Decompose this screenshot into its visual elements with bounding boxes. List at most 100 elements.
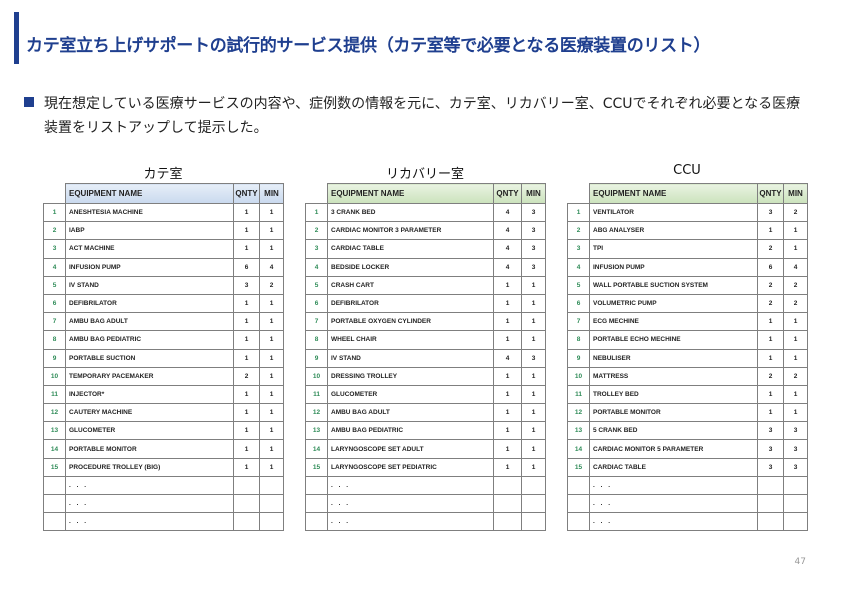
equipment-name: CRASH CART	[327, 275, 494, 295]
empty-cell	[43, 475, 66, 496]
table-row: 5 CRASH CART 1 1	[305, 275, 546, 295]
quantity-value: 1	[757, 384, 784, 405]
quantity-value: 2	[757, 239, 784, 259]
minimum-value: 2	[783, 202, 808, 223]
table-row-placeholder: . . .	[567, 512, 808, 532]
empty-cell	[521, 475, 546, 496]
table-row: 14 CARDIAC MONITOR 5 PARAMETER 3 3	[567, 439, 808, 459]
table-row: 9 PORTABLE SUCTION 1 1	[43, 348, 284, 368]
empty-cell	[305, 512, 328, 532]
minimum-value: 4	[783, 257, 808, 277]
minimum-value: 1	[259, 384, 284, 405]
equipment-name: INJECTOR*	[65, 384, 234, 405]
table-row-placeholder: . . .	[567, 493, 808, 514]
header-number-cell	[43, 183, 66, 204]
quantity-value: 4	[493, 348, 522, 368]
quantity-value: 3	[233, 275, 260, 295]
quantity-value: 6	[233, 257, 260, 277]
minimum-value: 1	[521, 275, 546, 295]
page-number: 47	[794, 557, 806, 567]
table-row: 3 CARDIAC TABLE 4 3	[305, 239, 546, 259]
row-number: 11	[43, 384, 66, 405]
empty-cell	[757, 512, 784, 532]
empty-cell	[567, 512, 590, 532]
table-row: 7 AMBU BAG ADULT 1 1	[43, 312, 284, 332]
ellipsis-cell: . . .	[65, 475, 234, 496]
table-row-placeholder: . . .	[43, 493, 284, 514]
table-row: 11 INJECTOR* 1 1	[43, 384, 284, 405]
equipment-name: LARYNGOSCOPE SET ADULT	[327, 439, 494, 459]
minimum-value: 3	[783, 439, 808, 459]
minimum-value: 1	[259, 457, 284, 477]
equipment-name: PORTABLE MONITOR	[65, 439, 234, 459]
empty-cell	[259, 475, 284, 496]
table-row: 6 DEFIBRILATOR 1 1	[305, 293, 546, 314]
table-title-ccu: CCU	[673, 163, 701, 178]
quantity-value: 2	[757, 366, 784, 386]
table-title-recovery-room: リカバリー室	[385, 167, 464, 182]
table-row: 4 BEDSIDE LOCKER 4 3	[305, 257, 546, 277]
row-number: 14	[305, 439, 328, 459]
row-number: 2	[567, 221, 590, 241]
row-number: 15	[305, 457, 328, 477]
equipment-name: CARDIAC TABLE	[327, 239, 494, 259]
minimum-value: 1	[259, 366, 284, 386]
quantity-value: 1	[233, 239, 260, 259]
equipment-name: TROLLEY BED	[589, 384, 758, 405]
empty-cell	[567, 493, 590, 514]
row-number: 1	[43, 202, 66, 223]
quantity-value: 1	[493, 384, 522, 405]
table-row: 2 IABP 1 1	[43, 221, 284, 241]
equipment-name: CAUTERY MACHINE	[65, 403, 234, 423]
row-number: 8	[43, 330, 66, 350]
equipment-name: DRESSING TROLLEY	[327, 366, 494, 386]
equipment-name: CARDIAC MONITOR 5 PARAMETER	[589, 439, 758, 459]
quantity-value: 4	[493, 202, 522, 223]
minimum-value: 1	[783, 221, 808, 241]
row-number: 14	[567, 439, 590, 459]
empty-cell	[43, 512, 66, 532]
equipment-name: VENTILATOR	[589, 202, 758, 223]
empty-cell	[493, 475, 522, 496]
minimum-value: 1	[521, 403, 546, 423]
row-number: 4	[43, 257, 66, 277]
table-row: 4 INFUSION PUMP 6 4	[567, 257, 808, 277]
title-accent-bar	[14, 12, 19, 64]
equipment-name: ACT MACHINE	[65, 239, 234, 259]
minimum-value: 1	[521, 439, 546, 459]
row-number: 4	[305, 257, 328, 277]
quantity-value: 1	[493, 403, 522, 423]
quantity-value: 4	[493, 257, 522, 277]
header-equipment-name: EQUIPMENT NAME	[589, 183, 758, 204]
row-number: 5	[305, 275, 328, 295]
minimum-value: 1	[259, 202, 284, 223]
minimum-value: 3	[783, 421, 808, 441]
equipment-name: ANESHTESIA MACHINE	[65, 202, 234, 223]
quantity-value: 1	[493, 330, 522, 350]
quantity-value: 2	[757, 293, 784, 314]
empty-cell	[493, 493, 522, 514]
quantity-value: 1	[493, 275, 522, 295]
table-header-row: EQUIPMENT NAME QNTY MIN	[43, 183, 284, 204]
equipment-table-cath-lab: EQUIPMENT NAME QNTY MIN 1 ANESHTESIA MACHINE…	[43, 183, 284, 532]
minimum-value: 1	[521, 293, 546, 314]
ellipsis-cell: . . .	[327, 512, 494, 532]
minimum-value: 1	[521, 384, 546, 405]
equipment-name: PORTABLE OXYGEN CYLINDER	[327, 312, 494, 332]
quantity-value: 1	[757, 312, 784, 332]
row-number: 10	[43, 366, 66, 386]
table-row: 8 PORTABLE ECHO MECHINE 1 1	[567, 330, 808, 350]
quantity-value: 1	[233, 421, 260, 441]
table-header-row: EQUIPMENT NAME QNTY MIN	[305, 183, 546, 204]
quantity-value: 3	[757, 439, 784, 459]
row-number: 13	[43, 421, 66, 441]
header-equipment-name: EQUIPMENT NAME	[65, 183, 234, 204]
quantity-value: 2	[757, 275, 784, 295]
table-row: 15 LARYNGOSCOPE SET PEDIATRIC 1 1	[305, 457, 546, 477]
header-min: MIN	[259, 183, 284, 204]
table-row: 2 ABG ANALYSER 1 1	[567, 221, 808, 241]
table-row: 11 GLUCOMETER 1 1	[305, 384, 546, 405]
minimum-value: 3	[521, 221, 546, 241]
table-row: 8 AMBU BAG PEDIATRIC 1 1	[43, 330, 284, 350]
minimum-value: 1	[783, 330, 808, 350]
